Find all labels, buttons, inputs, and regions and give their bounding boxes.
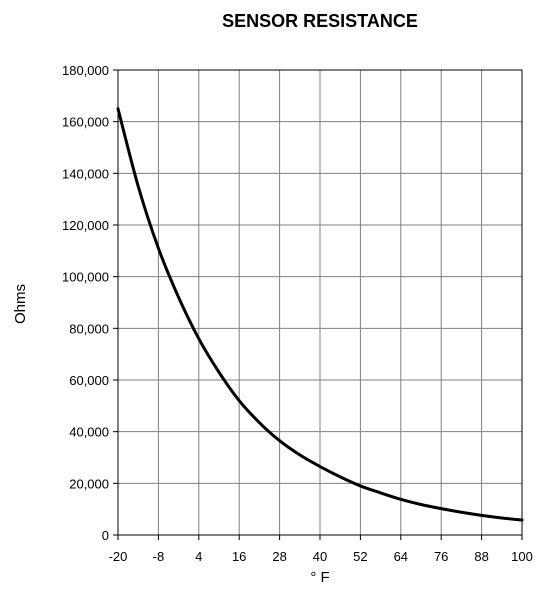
y-tick-label: 160,000 (62, 115, 109, 130)
y-tick-label: 60,000 (69, 373, 109, 388)
y-tick-label: 0 (102, 528, 109, 543)
x-axis-ticks: -20 -8 4 16 28 40 52 64 76 88 100 (109, 535, 533, 564)
y-tick-label: 20,000 (69, 476, 109, 491)
resistance-curve (116, 107, 524, 522)
y-axis-ticks: 0 20,000 40,000 60,000 80,000 100,000 120,000 1… (62, 63, 118, 543)
x-axis-title: ° F (310, 569, 329, 586)
x-tick-label: 28 (272, 549, 286, 564)
y-tick-label: 100,000 (62, 270, 109, 285)
y-tick-label: 40,000 (69, 425, 109, 440)
x-tick-label: -20 (109, 549, 128, 564)
y-tick-label: 180,000 (62, 63, 109, 78)
y-tick-label: 140,000 (62, 166, 109, 181)
x-tick-label: 52 (353, 549, 367, 564)
x-tick-label: 76 (434, 549, 448, 564)
x-tick-label: -8 (153, 549, 165, 564)
x-tick-label: 16 (232, 549, 246, 564)
series (116, 107, 524, 522)
y-axis-title: Ohms (12, 284, 29, 324)
y-tick-label: 120,000 (62, 218, 109, 233)
x-tick-label: 4 (195, 549, 202, 564)
chart-title: SENSOR RESISTANCE (222, 11, 418, 31)
x-tick-label: 40 (313, 549, 327, 564)
x-tick-label: 100 (511, 549, 533, 564)
x-tick-label: 64 (394, 549, 408, 564)
y-tick-label: 80,000 (69, 321, 109, 336)
x-tick-label: 88 (474, 549, 488, 564)
